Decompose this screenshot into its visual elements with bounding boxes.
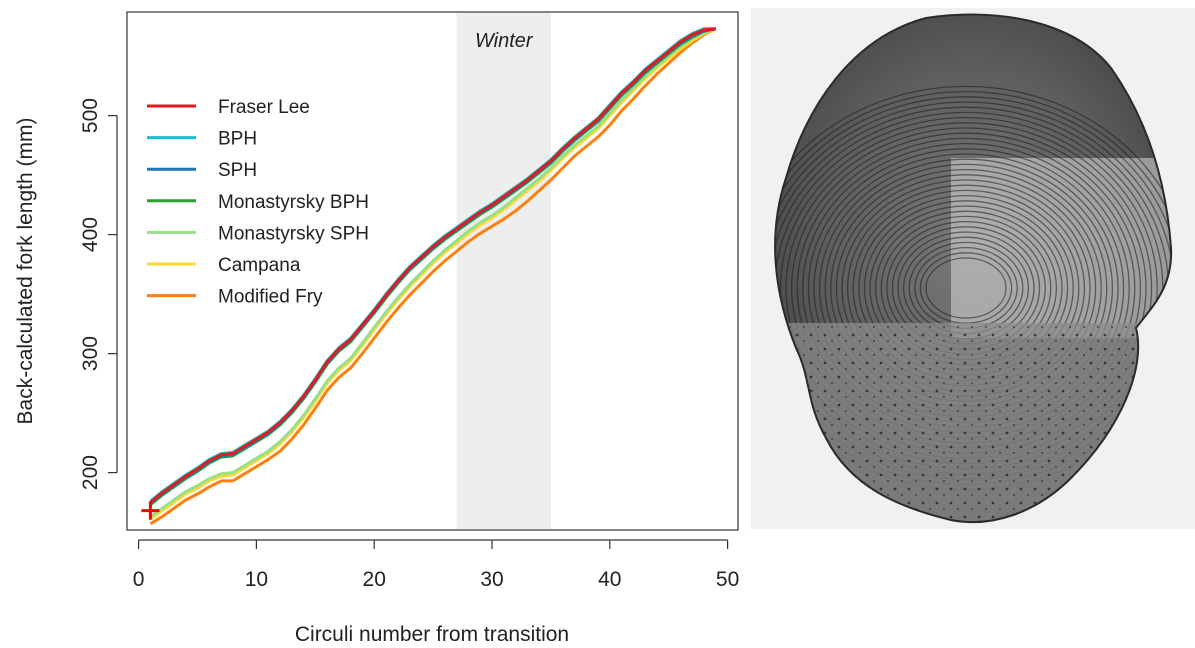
legend-label: Modified Fry: [218, 287, 323, 308]
legend-label: Monastyrsky BPH: [218, 192, 369, 213]
x-tick-label: 10: [245, 568, 268, 591]
series-line-monastyrsky-sph: [149, 27, 717, 518]
start-marker: [141, 501, 160, 520]
x-tick-label: 40: [598, 568, 621, 591]
legend-label: Monastyrsky SPH: [218, 223, 369, 244]
scale-ring: [925, 257, 1007, 319]
x-tick-label: 30: [480, 568, 503, 591]
y-axis: 200 300 400 500: [79, 98, 118, 490]
series-line-fraser-lee: [149, 27, 716, 504]
legend-label: BPH: [218, 129, 257, 150]
winter-shaded-region: [456, 13, 551, 529]
y-tick-label: 500: [79, 98, 102, 133]
y-tick-label: 300: [79, 336, 102, 371]
legend: Fraser Lee BPH SPH Monastyrsky BPH Monastyrs…: [147, 97, 369, 308]
series-line-campana: [149, 27, 717, 521]
fish-scale-image: [751, 8, 1195, 529]
x-axis-label: Circuli number from transition: [295, 623, 569, 646]
scale-outline: [774, 13, 1173, 524]
x-tick-label: 20: [363, 568, 386, 591]
line-chart: Winter 0 10 20 30 40 50 200 300 400 500 Fraser L…: [14, 11, 740, 646]
y-tick-label: 200: [79, 455, 102, 490]
series-lines: [149, 27, 717, 526]
series-line-modified-fry: [149, 27, 717, 526]
y-tick-label: 400: [79, 217, 102, 252]
y-axis-label: Back-calculated fork length (mm): [14, 118, 37, 425]
legend-label: Campana: [218, 255, 301, 276]
x-axis: 0 10 20 30 40 50: [133, 539, 739, 591]
legend-label: Fraser Lee: [218, 97, 310, 118]
x-tick-label: 50: [716, 568, 739, 591]
plot-frame: [126, 11, 739, 531]
x-tick-label: 0: [133, 568, 145, 591]
winter-label: Winter: [475, 30, 534, 52]
legend-label: SPH: [218, 160, 257, 181]
